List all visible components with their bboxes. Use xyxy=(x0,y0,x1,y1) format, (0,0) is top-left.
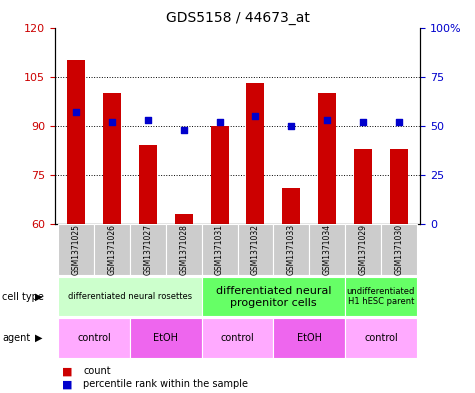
Point xyxy=(108,119,116,125)
Bar xyxy=(202,277,345,316)
Bar xyxy=(309,224,345,275)
Point xyxy=(287,123,295,129)
Text: control: control xyxy=(77,333,111,343)
Bar xyxy=(67,60,85,224)
Text: count: count xyxy=(83,366,111,376)
Bar xyxy=(282,188,300,224)
Point xyxy=(395,119,403,125)
Text: differentiated neural rosettes: differentiated neural rosettes xyxy=(68,292,192,301)
Text: ▶: ▶ xyxy=(35,292,43,302)
Bar xyxy=(166,224,202,275)
Point xyxy=(252,113,259,119)
Point xyxy=(323,117,331,123)
Bar xyxy=(94,224,130,275)
Bar xyxy=(273,318,345,358)
Point xyxy=(144,117,152,123)
Text: control: control xyxy=(364,333,398,343)
Text: GSM1371026: GSM1371026 xyxy=(107,224,116,275)
Text: GSM1371034: GSM1371034 xyxy=(323,224,332,275)
Bar xyxy=(238,224,273,275)
Bar xyxy=(202,224,238,275)
Text: GSM1371029: GSM1371029 xyxy=(359,224,368,275)
Text: GSM1371031: GSM1371031 xyxy=(215,224,224,275)
Bar xyxy=(202,318,273,358)
Point xyxy=(180,127,188,133)
Text: GSM1371032: GSM1371032 xyxy=(251,224,260,275)
Text: GSM1371025: GSM1371025 xyxy=(72,224,81,275)
Text: ■: ■ xyxy=(62,366,72,376)
Text: ▶: ▶ xyxy=(35,333,43,343)
Bar xyxy=(210,126,228,224)
Bar xyxy=(58,318,130,358)
Bar xyxy=(130,224,166,275)
Bar xyxy=(345,318,417,358)
Bar xyxy=(175,214,193,224)
Bar xyxy=(390,149,408,224)
Text: GSM1371030: GSM1371030 xyxy=(394,224,403,275)
Text: GSM1371028: GSM1371028 xyxy=(179,224,188,275)
Bar xyxy=(318,93,336,224)
Point xyxy=(359,119,367,125)
Text: EtOH: EtOH xyxy=(297,333,322,343)
Text: percentile rank within the sample: percentile rank within the sample xyxy=(83,379,248,389)
Bar xyxy=(130,318,202,358)
Bar xyxy=(381,224,417,275)
Bar xyxy=(58,224,94,275)
Text: cell type: cell type xyxy=(2,292,44,302)
Bar xyxy=(273,224,309,275)
Text: GSM1371033: GSM1371033 xyxy=(287,224,296,275)
Bar xyxy=(354,149,372,224)
Text: ■: ■ xyxy=(62,379,72,389)
Text: differentiated neural
progenitor cells: differentiated neural progenitor cells xyxy=(216,286,331,307)
Point xyxy=(72,109,80,115)
Bar xyxy=(139,145,157,224)
Title: GDS5158 / 44673_at: GDS5158 / 44673_at xyxy=(166,11,309,25)
Text: agent: agent xyxy=(2,333,30,343)
Point xyxy=(216,119,223,125)
Text: undifferentiated
H1 hESC parent: undifferentiated H1 hESC parent xyxy=(347,287,415,307)
Bar xyxy=(345,277,417,316)
Bar xyxy=(103,93,121,224)
Text: EtOH: EtOH xyxy=(153,333,178,343)
Bar xyxy=(247,83,265,224)
Text: GSM1371027: GSM1371027 xyxy=(143,224,152,275)
Bar xyxy=(58,277,202,316)
Bar xyxy=(345,224,381,275)
Text: control: control xyxy=(220,333,255,343)
